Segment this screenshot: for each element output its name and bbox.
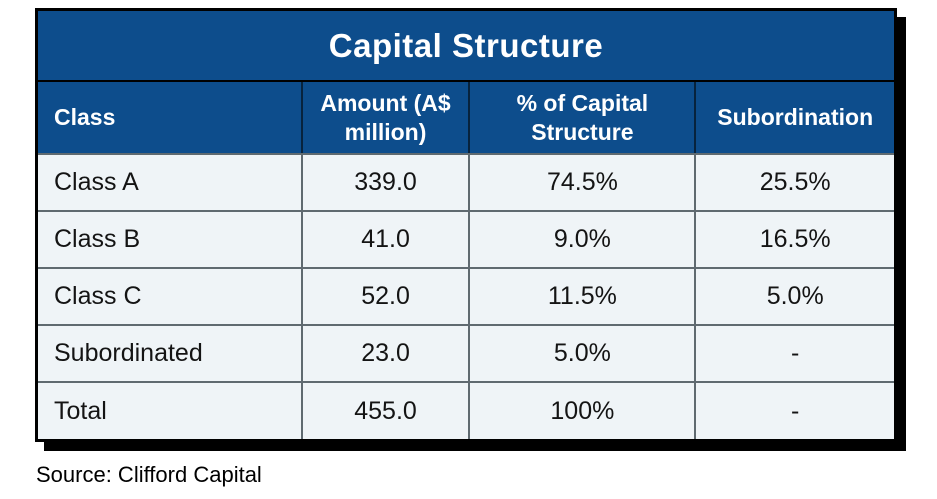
cell-class: Subordinated xyxy=(38,324,303,383)
cell-subordination: 25.5% xyxy=(694,153,894,212)
column-header-subordination: Subordination xyxy=(694,82,894,155)
cell-pct: 9.0% xyxy=(468,210,697,269)
column-header-class: Class xyxy=(38,82,302,155)
cell-class: Class C xyxy=(38,267,303,326)
table-row-class-c: Class C 52.0 11.5% 5.0% xyxy=(38,267,894,326)
cell-pct: 5.0% xyxy=(468,324,697,383)
cell-class: Total xyxy=(38,381,303,439)
cell-subordination: - xyxy=(694,381,894,439)
header-row: Class Amount (A$ million) % of Capital S… xyxy=(38,82,894,155)
cell-class: Class A xyxy=(38,153,303,212)
capital-structure-table: Capital Structure Class Amount (A$ milli… xyxy=(35,8,897,442)
cell-amount: 455.0 xyxy=(300,381,471,439)
table-title: Capital Structure xyxy=(38,11,894,82)
cell-amount: 52.0 xyxy=(300,267,471,326)
cell-amount: 339.0 xyxy=(300,153,471,212)
table-row-total: Total 455.0 100% - xyxy=(38,381,894,439)
cell-class: Class B xyxy=(38,210,303,269)
table-row-subordinated: Subordinated 23.0 5.0% - xyxy=(38,324,894,383)
cell-pct: 100% xyxy=(468,381,697,439)
cell-subordination: 5.0% xyxy=(694,267,894,326)
source-note: Source: Clifford Capital xyxy=(36,462,262,487)
capital-structure-grid: Class Amount (A$ million) % of Capital S… xyxy=(38,82,894,439)
cell-amount: 23.0 xyxy=(300,324,471,383)
table-row-class-a: Class A 339.0 74.5% 25.5% xyxy=(38,153,894,212)
cell-pct: 11.5% xyxy=(468,267,697,326)
column-header-amount: Amount (A$ million) xyxy=(300,82,470,155)
table-row-class-b: Class B 41.0 9.0% 16.5% xyxy=(38,210,894,269)
cell-subordination: 16.5% xyxy=(694,210,894,269)
cell-pct: 74.5% xyxy=(468,153,697,212)
cell-subordination: - xyxy=(694,324,894,383)
column-header-pct-capital: % of Capital Structure xyxy=(468,82,696,155)
cell-amount: 41.0 xyxy=(300,210,471,269)
